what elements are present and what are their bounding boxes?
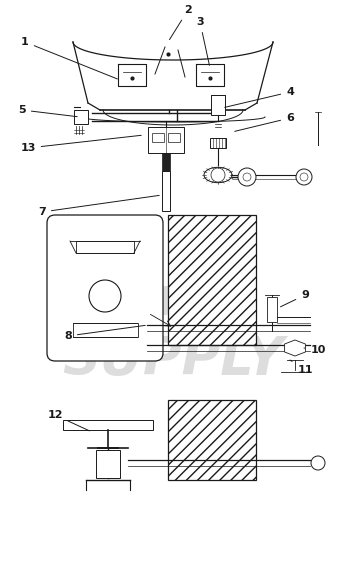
Bar xyxy=(96,450,120,478)
Text: 4: 4 xyxy=(225,87,294,108)
Text: 3: 3 xyxy=(196,17,209,65)
Bar xyxy=(74,110,88,124)
Circle shape xyxy=(238,168,256,186)
Circle shape xyxy=(296,169,312,185)
Bar xyxy=(162,153,170,171)
Text: 10: 10 xyxy=(304,345,326,355)
Text: 8: 8 xyxy=(64,325,145,341)
Bar xyxy=(162,171,170,211)
Text: 9: 9 xyxy=(281,290,309,307)
Text: 13: 13 xyxy=(20,135,141,153)
Bar xyxy=(168,215,256,345)
Text: Kully
SUPPLY: Kully SUPPLY xyxy=(62,274,284,386)
Circle shape xyxy=(311,456,325,470)
Bar xyxy=(152,133,164,142)
Text: 6: 6 xyxy=(235,113,294,131)
Bar xyxy=(168,400,256,480)
Text: 2: 2 xyxy=(170,5,192,39)
Text: 12: 12 xyxy=(47,410,90,431)
Text: 1: 1 xyxy=(21,37,117,79)
Bar xyxy=(210,138,226,148)
Bar xyxy=(76,241,134,253)
Text: 5: 5 xyxy=(18,105,77,116)
FancyBboxPatch shape xyxy=(47,215,163,361)
Bar xyxy=(73,323,138,337)
Bar xyxy=(211,95,225,115)
Bar xyxy=(267,297,277,322)
Polygon shape xyxy=(285,340,306,356)
Bar xyxy=(63,420,153,430)
Text: 7: 7 xyxy=(38,195,159,217)
Bar xyxy=(148,127,184,153)
Bar xyxy=(168,133,180,142)
Text: 11: 11 xyxy=(290,360,313,375)
